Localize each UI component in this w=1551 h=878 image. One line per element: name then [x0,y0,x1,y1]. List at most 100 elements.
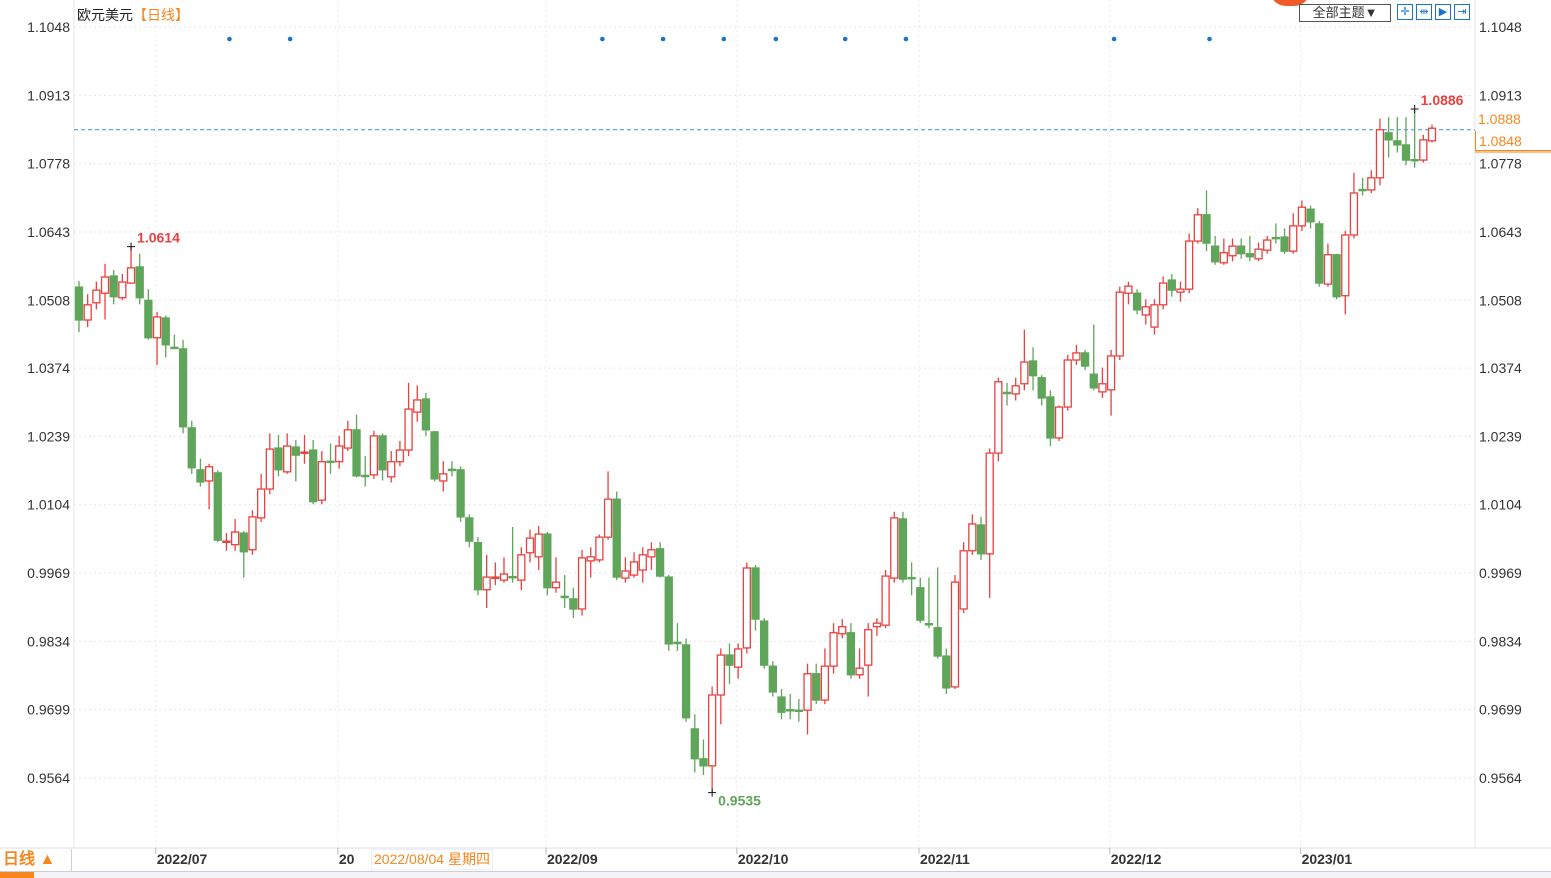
candle-down [1167,273,1176,297]
candle-down [361,456,370,487]
candle-up [829,623,838,674]
candle-down [239,531,248,578]
candle-down [751,564,760,631]
bottom-tab-bar[interactable] [0,871,1551,878]
candle-up [968,514,977,555]
candle-up [525,529,535,563]
candle-body [551,581,561,589]
y-tick-label-right: 1.0374 [1479,360,1522,376]
candle-down [352,414,361,478]
event-marker [600,36,605,42]
candle-up [1063,354,1072,411]
candle-up [369,430,379,479]
period-selector[interactable]: 日线 ▲ [0,849,72,871]
candle-body [577,557,587,610]
logo-mark [1270,0,1310,6]
play-icon[interactable]: ▶ [1435,4,1451,20]
candle-up [950,575,960,689]
candle-up [1228,238,1237,262]
candle-up [1254,242,1263,262]
candle-down [1211,236,1220,265]
candle-body [456,469,465,518]
candle-body [1054,406,1064,439]
candle-body [846,632,856,676]
candle-body [716,654,725,696]
candle-up [855,648,864,679]
period-tag: 【日线】 [133,7,189,23]
candle-body [1063,359,1072,408]
candle-up [1141,299,1150,325]
theme-dropdown[interactable]: 全部主题▼ [1299,4,1391,22]
bottom-tab-active[interactable] [0,872,34,878]
candle-down [274,434,283,477]
candle-up [534,525,543,571]
candle-up [872,618,882,636]
candle-up [890,511,899,583]
candle-down [898,511,908,583]
candle-body [83,304,92,321]
candle-down [473,537,483,596]
current-price-label: 1.0848 [1475,131,1551,151]
candle-down [378,433,387,481]
candle-up [881,570,890,629]
candle-down [144,289,153,340]
candle-up [1185,233,1194,294]
y-tick-label-right: 0.9834 [1479,633,1522,649]
candle-body [1289,225,1298,252]
candle-up [1375,118,1385,186]
candle-body [838,626,847,635]
candle-up [1011,377,1020,401]
candle-body [369,435,379,476]
candle-body [959,550,968,610]
candle-down [1280,228,1289,254]
candle-body [1132,292,1142,311]
candle-body [829,632,838,667]
candle-body [985,452,994,555]
candle-body [1254,248,1263,260]
candle-body [1202,214,1211,244]
y-tick-label-left: 0.9969 [27,565,70,581]
candle-body [725,654,734,666]
candle-down [673,623,682,651]
x-tick-label: 2023/01 [1302,851,1353,867]
candle-body [326,460,335,464]
y-tick-label-left: 0.9834 [27,633,70,649]
candle-body [1124,285,1133,294]
candle-up [1115,286,1124,360]
zoom-range-icon[interactable]: ⇹ [1416,4,1432,20]
candle-up [265,433,274,495]
candle-down [1401,117,1411,166]
y-tick-label-right: 1.0104 [1479,497,1522,513]
candle-up [707,686,717,793]
candle-up [820,648,830,705]
crosshair-icon[interactable]: ✛ [1397,4,1413,20]
candle-down [170,334,179,350]
candle-up [994,377,1003,462]
candle-body [681,644,691,719]
candle-up [118,273,127,301]
candle-up [1158,276,1168,310]
candle-body [942,655,951,689]
candle-body [1323,254,1333,285]
candle-body [1358,188,1367,192]
y-tick-label-left: 1.0239 [27,428,70,444]
candle-body [230,531,240,546]
candle-down [916,577,925,624]
candle-down [74,281,84,333]
candle-body [950,581,960,688]
candle-down [1245,236,1255,262]
candle-body [1401,144,1411,161]
candle-up [959,542,968,614]
candle-down [326,443,335,474]
jump-end-icon[interactable]: ⇥ [1454,4,1470,20]
candle-body [1211,245,1220,263]
candle-up [204,463,214,510]
candle-body [812,673,821,701]
candle-body [274,447,283,471]
candle-body [742,567,751,649]
candle-body [1419,139,1428,161]
candle-up [387,451,396,483]
y-tick-label-left: 1.0508 [27,292,70,308]
y-tick-label-left: 1.0104 [27,497,70,513]
